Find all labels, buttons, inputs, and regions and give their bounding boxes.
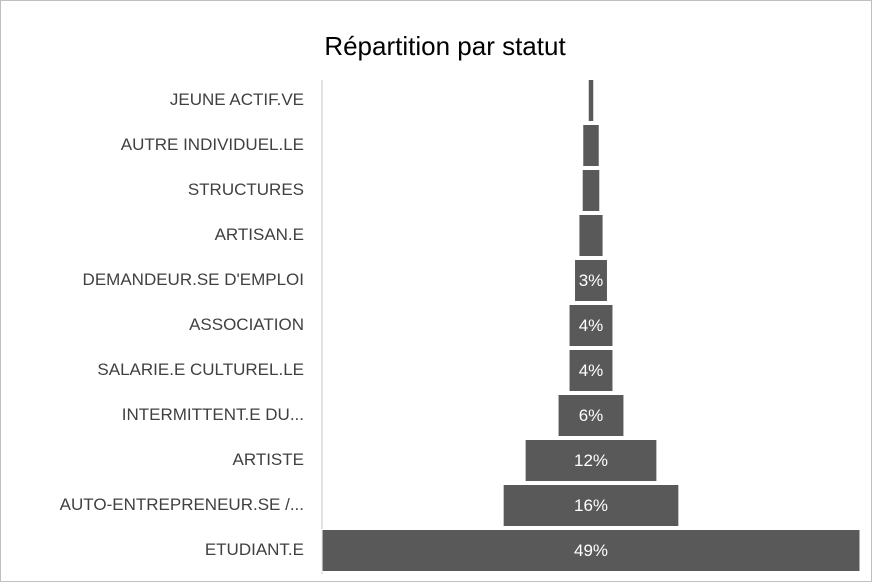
data-label: 4% — [579, 361, 604, 380]
bar — [321, 529, 861, 572]
chart-title: Répartition par statut — [324, 31, 566, 61]
bar — [587, 79, 595, 122]
data-label: 16% — [574, 496, 608, 515]
data-label: 12% — [574, 451, 608, 470]
category-label: JEUNE ACTIF.VE — [170, 90, 304, 109]
bar — [568, 349, 614, 392]
data-label: 3% — [579, 271, 604, 290]
category-label: ASSOCIATION — [189, 315, 304, 334]
bar — [557, 394, 625, 437]
data-label: 4% — [579, 316, 604, 335]
bar — [502, 484, 680, 527]
category-label: SALARIE.E CULTUREL.LE — [97, 360, 304, 379]
category-label: STRUCTURES — [188, 180, 304, 199]
category-label: DEMANDEUR.SE D'EMPLOI — [83, 270, 304, 289]
category-label: AUTO-ENTREPRENEUR.SE /... — [60, 495, 304, 514]
category-label: ARTISTE — [233, 450, 304, 469]
category-label: ARTISAN.E — [215, 225, 304, 244]
bar — [578, 214, 604, 257]
bar — [581, 169, 601, 212]
category-label: AUTRE INDIVIDUEL.LE — [121, 135, 304, 154]
category-label: INTERMITTENT.E DU... — [122, 405, 304, 424]
data-label: 6% — [579, 406, 604, 425]
category-label: ETUDIANT.E — [205, 540, 304, 559]
bar — [574, 259, 608, 302]
bar — [568, 304, 614, 347]
bar — [582, 124, 600, 167]
bar — [524, 439, 658, 482]
data-label: 49% — [574, 541, 608, 560]
